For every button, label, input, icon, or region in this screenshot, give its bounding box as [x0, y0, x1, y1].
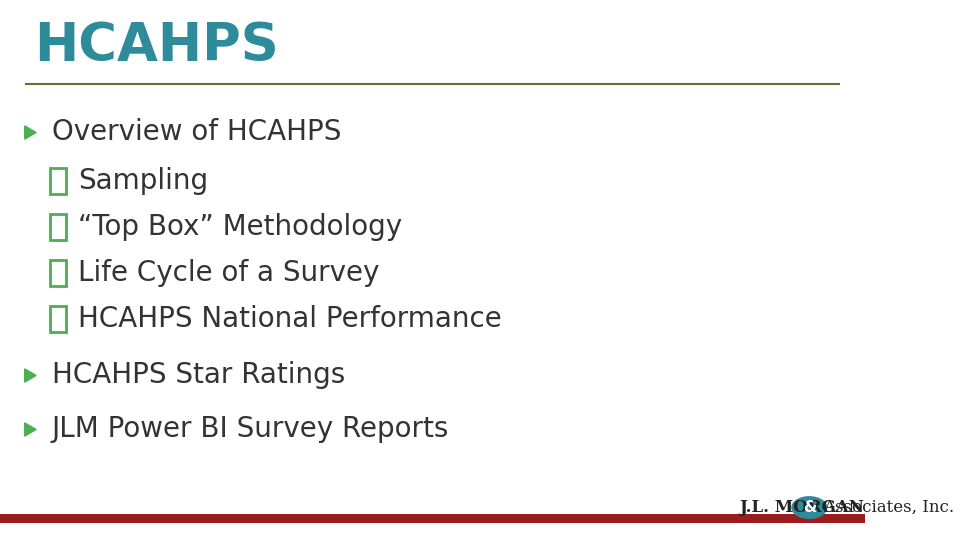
Text: J.L. MORGAN: J.L. MORGAN: [739, 499, 864, 516]
FancyBboxPatch shape: [0, 514, 865, 523]
Text: HCAHPS National Performance: HCAHPS National Performance: [78, 305, 501, 333]
Text: JLM Power BI Survey Reports: JLM Power BI Survey Reports: [52, 415, 449, 443]
Text: HCAHPS: HCAHPS: [35, 20, 279, 72]
Text: HCAHPS Star Ratings: HCAHPS Star Ratings: [52, 361, 346, 389]
Text: “Top Box” Methodology: “Top Box” Methodology: [78, 213, 402, 241]
Text: Life Cycle of a Survey: Life Cycle of a Survey: [78, 259, 379, 287]
Text: Overview of HCAHPS: Overview of HCAHPS: [52, 118, 341, 146]
Text: Sampling: Sampling: [78, 167, 208, 195]
Circle shape: [792, 497, 827, 518]
Text: &: &: [803, 500, 816, 515]
Text: Associates, Inc.: Associates, Inc.: [823, 499, 954, 516]
